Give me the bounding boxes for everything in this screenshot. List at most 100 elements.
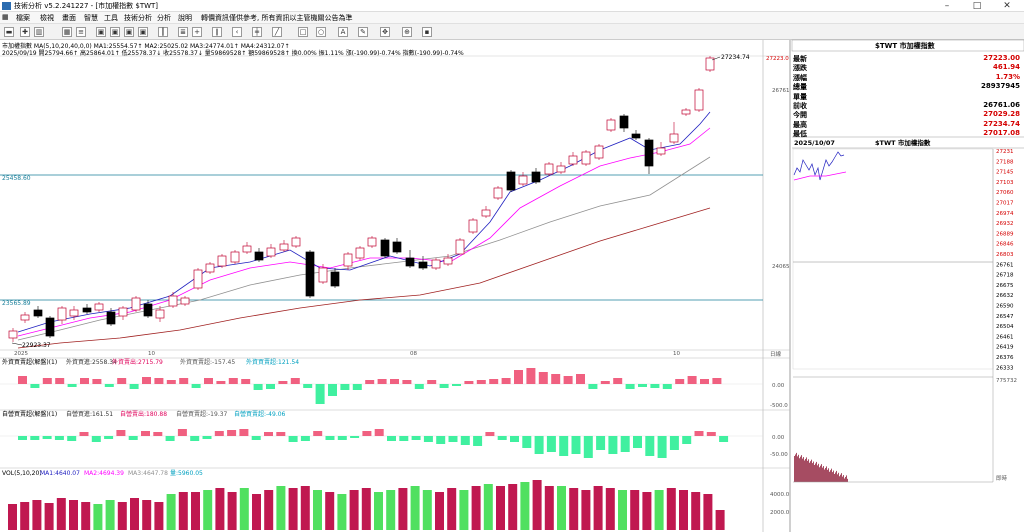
text-tool-icon[interactable]: A — [338, 27, 348, 37]
candle-body[interactable] — [443, 257, 453, 265]
candle-body[interactable] — [531, 171, 541, 183]
candle-body[interactable] — [45, 317, 55, 337]
candle-body[interactable] — [380, 239, 390, 257]
intraday-plot[interactable] — [792, 148, 994, 370]
candle-body[interactable] — [57, 307, 67, 321]
candle-body[interactable] — [155, 309, 165, 319]
brush-tool-icon[interactable]: ✎ — [358, 27, 368, 37]
minimize-icon[interactable]: – — [944, 1, 950, 11]
prop-bars[interactable] — [18, 429, 729, 458]
candle-icon[interactable]: ┃ — [158, 27, 168, 37]
chevron-left-icon[interactable]: ‹ — [232, 27, 242, 37]
candle-body[interactable] — [544, 163, 554, 175]
candle-body[interactable] — [631, 133, 641, 139]
candle-body[interactable] — [681, 109, 691, 115]
candle-body[interactable] — [506, 171, 516, 191]
candle-body[interactable] — [568, 155, 578, 165]
candle-body[interactable] — [330, 271, 340, 287]
candle-body[interactable] — [279, 243, 289, 251]
foreign-bars[interactable] — [18, 368, 722, 404]
candle-body[interactable] — [20, 314, 30, 321]
candle-body[interactable] — [493, 187, 503, 199]
candle-body[interactable] — [694, 89, 704, 111]
candle-body[interactable] — [431, 259, 441, 269]
close-icon[interactable]: ✕ — [1003, 1, 1011, 11]
new-chart-icon[interactable]: ▬ — [4, 27, 14, 37]
candlesticks[interactable] — [8, 56, 715, 342]
candle-body[interactable] — [619, 115, 629, 129]
candle-body[interactable] — [392, 241, 402, 253]
menu-analysis[interactable]: 分析 — [157, 14, 171, 22]
candle-body[interactable] — [556, 165, 566, 173]
candle-body[interactable] — [305, 251, 315, 297]
menu-icon[interactable]: ▦ — [2, 13, 9, 21]
add-icon[interactable]: ✚ — [20, 27, 30, 37]
rect-tool-icon[interactable]: □ — [298, 27, 308, 37]
candle-body[interactable] — [118, 307, 128, 317]
candle-body[interactable] — [481, 209, 491, 217]
indicator-icon[interactable]: ╪ — [252, 27, 262, 37]
candle-body[interactable] — [343, 253, 353, 267]
zoom-in-icon[interactable]: + — [192, 27, 202, 37]
window1-icon[interactable]: ▣ — [96, 27, 106, 37]
candle-body[interactable] — [168, 295, 178, 307]
menu-technical[interactable]: 技術分析 — [124, 14, 152, 22]
candle-body[interactable] — [606, 119, 616, 131]
candle-body[interactable] — [230, 251, 240, 263]
columns-icon[interactable]: ∥ — [212, 27, 222, 37]
list-icon[interactable]: ≡ — [76, 27, 86, 37]
candle-body[interactable] — [656, 147, 666, 155]
candle-body[interactable] — [217, 255, 227, 267]
grid-icon[interactable]: ▦ — [62, 27, 72, 37]
candle-body[interactable] — [355, 247, 365, 259]
zoom-tool-icon[interactable]: ⊕ — [402, 27, 412, 37]
line-tool-icon[interactable]: ╱ — [272, 27, 282, 37]
window3-icon[interactable]: ▣ — [124, 27, 134, 37]
candle-body[interactable] — [594, 145, 604, 159]
candle-body[interactable] — [106, 311, 116, 325]
candle-body[interactable] — [94, 303, 104, 311]
menu-view[interactable]: 檢視 — [40, 14, 54, 22]
candle-body[interactable] — [518, 175, 528, 185]
candle-body[interactable] — [468, 219, 478, 233]
volume-bars[interactable] — [8, 480, 725, 530]
candle-body[interactable] — [8, 330, 18, 339]
maximize-icon[interactable]: □ — [972, 1, 982, 11]
menu-tools[interactable]: 工具 — [104, 14, 118, 22]
candle-body[interactable] — [33, 309, 43, 317]
candle-body[interactable] — [193, 269, 203, 289]
menu-smart[interactable]: 智慧 — [84, 14, 98, 22]
candle-body[interactable] — [131, 297, 141, 311]
candle-body[interactable] — [69, 309, 79, 317]
menu-help[interactable]: 說明 — [178, 14, 192, 22]
candle-body[interactable] — [266, 247, 276, 257]
candle-body[interactable] — [291, 237, 301, 247]
x-label-2025: 2025 — [14, 351, 28, 357]
intraday-volume-bars[interactable] — [794, 452, 848, 482]
window4-icon[interactable]: ▣ — [138, 27, 148, 37]
menu-screen[interactable]: 畫面 — [62, 14, 76, 22]
candle-body[interactable] — [405, 257, 415, 267]
bars-icon[interactable]: ≣ — [178, 27, 188, 37]
candle-body[interactable] — [418, 261, 428, 269]
candle-body[interactable] — [669, 133, 679, 143]
menu-file[interactable]: 檔案 — [16, 14, 30, 22]
candle-body[interactable] — [644, 139, 654, 167]
candle-body[interactable] — [367, 237, 377, 247]
save-icon[interactable]: ▪ — [422, 27, 432, 37]
candle-body[interactable] — [242, 245, 252, 253]
layout-icon[interactable]: ▥ — [34, 27, 44, 37]
candle-body[interactable] — [254, 251, 264, 261]
candle-body[interactable] — [143, 303, 153, 317]
candle-body[interactable] — [581, 151, 591, 165]
candle-body[interactable] — [318, 267, 328, 283]
candle-body[interactable] — [705, 57, 715, 71]
candle-body[interactable] — [180, 297, 190, 305]
candle-body[interactable] — [455, 239, 465, 255]
candle-body[interactable] — [205, 263, 215, 273]
circle-tool-icon[interactable]: ○ — [316, 27, 326, 37]
candle-body[interactable] — [82, 307, 92, 313]
pan-tool-icon[interactable]: ✥ — [380, 27, 390, 37]
window2-icon[interactable]: ▣ — [110, 27, 120, 37]
